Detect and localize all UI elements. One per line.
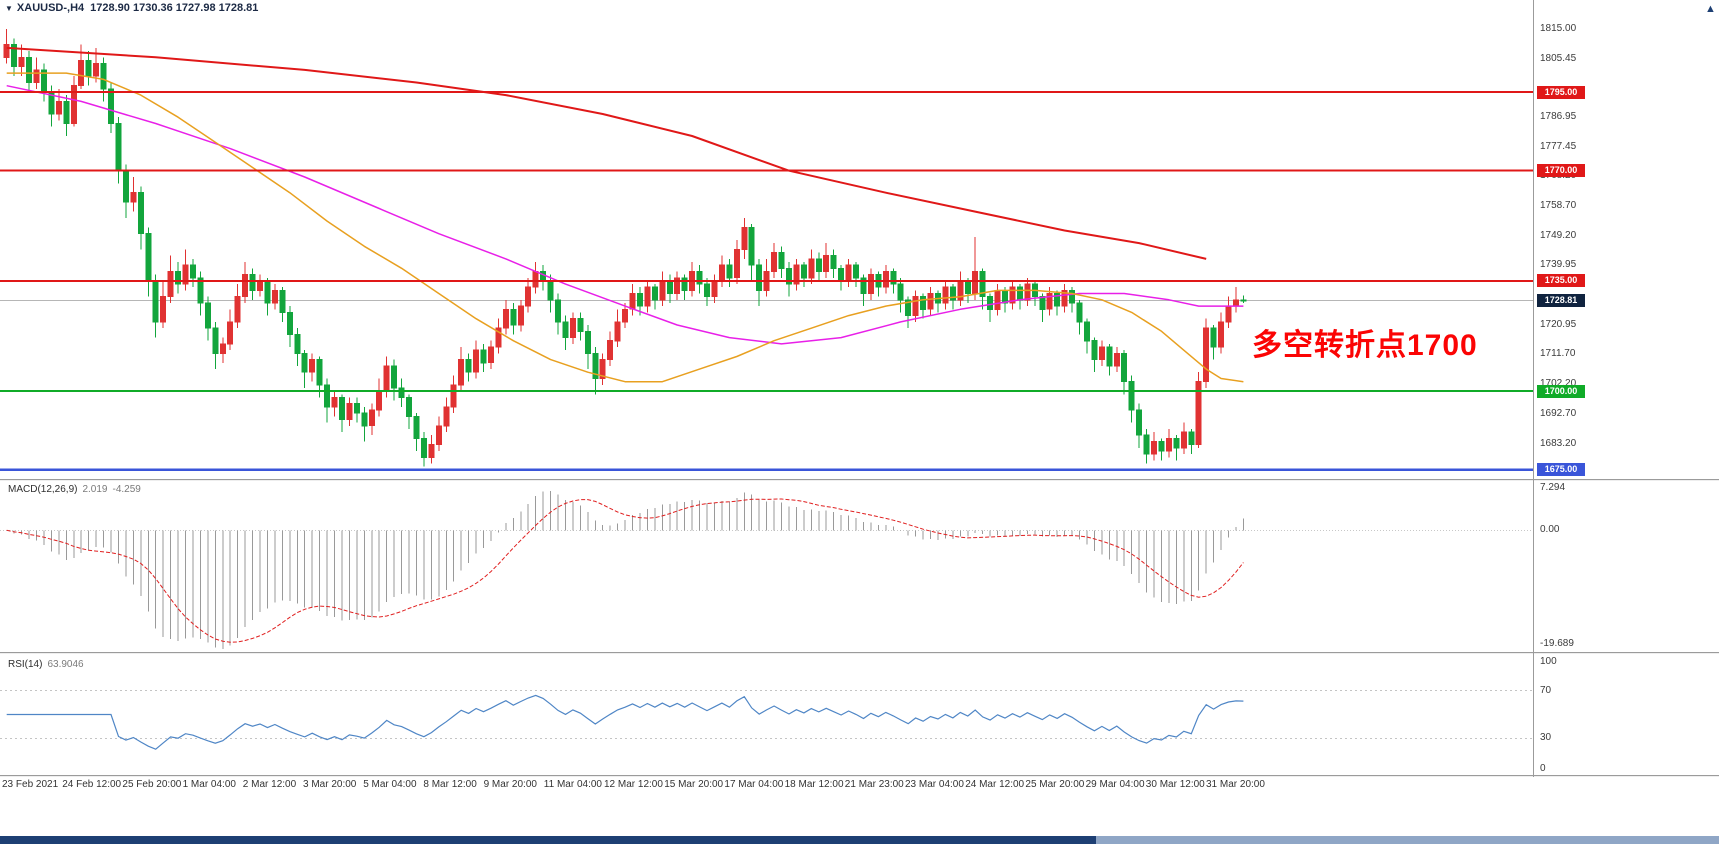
- rsi-axis-label: 0: [1540, 763, 1546, 774]
- time-axis-label: 25 Feb 20:00: [122, 779, 182, 790]
- time-axis-label: 24 Feb 12:00: [62, 779, 122, 790]
- scroll-to-end-icon[interactable]: ▲: [1705, 3, 1716, 15]
- rsi-indicator-canvas[interactable]: [0, 655, 1533, 774]
- time-axis-label: 18 Mar 12:00: [784, 779, 844, 790]
- time-axis-label: 24 Mar 12:00: [965, 779, 1025, 790]
- price-axis-label: 1683.20: [1540, 438, 1577, 449]
- time-axis-label: 9 Mar 20:00: [483, 779, 537, 790]
- axis-separator: [1533, 0, 1534, 777]
- price-axis-label: 1692.70: [1540, 408, 1577, 420]
- chart-title: ▼ XAUUSD-,H4 1728.90 1730.36 1727.98 1728.…: [5, 2, 258, 14]
- price-axis-label: 1805.45: [1540, 53, 1577, 64]
- current-price-tag: 1728.81: [1537, 293, 1585, 307]
- price-axis-label: 1739.95: [1540, 259, 1577, 271]
- rsi-value: 63.9046: [47, 659, 84, 670]
- symbol-timeframe-label: XAUUSD-,H4: [16, 2, 85, 14]
- macd-axis-label: 7.294: [1540, 482, 1566, 493]
- macd-indicator-canvas[interactable]: [0, 481, 1533, 652]
- rsi-name: RSI(14): [8, 659, 43, 670]
- rsi-axis-label: 100: [1540, 656, 1557, 667]
- hline-price-tag: 1770.00: [1537, 164, 1585, 178]
- hline-price-tag: 1675.00: [1537, 463, 1585, 477]
- horizontal-scrollbar[interactable]: [0, 836, 1719, 844]
- price-axis-label: 1720.95: [1540, 319, 1577, 331]
- time-axis-label: 3 Mar 20:00: [303, 779, 357, 790]
- time-axis-label: 21 Mar 23:00: [844, 779, 904, 790]
- time-axis-label: 5 Mar 04:00: [363, 779, 417, 790]
- time-axis-label: 25 Mar 20:00: [1025, 779, 1085, 790]
- price-axis-label: 1777.45: [1540, 141, 1577, 153]
- price-chart-canvas[interactable]: [0, 0, 1533, 479]
- macd-name: MACD(12,26,9): [8, 484, 78, 495]
- macd-main-value: 2.019: [82, 484, 108, 495]
- ohlc-values: 1728.90 1730.36 1727.98 1728.81: [90, 2, 259, 14]
- time-axis-label: 17 Mar 04:00: [724, 779, 784, 790]
- chart-menu-icon[interactable]: ▼: [5, 4, 13, 13]
- scrollbar-thumb[interactable]: [0, 836, 1096, 844]
- price-axis-label: 1711.70: [1540, 348, 1576, 360]
- time-axis-label: 15 Mar 20:00: [664, 779, 724, 790]
- time-axis-label: 1 Mar 04:00: [182, 779, 236, 790]
- time-axis-label: 12 Mar 12:00: [604, 779, 663, 790]
- rsi-indicator-label: RSI(14) 63.9046: [8, 659, 84, 670]
- time-axis-label: 31 Mar 20:00: [1206, 779, 1265, 790]
- price-axis-label: 1749.20: [1540, 230, 1577, 242]
- time-axis-label: 23 Feb 2021: [2, 779, 59, 790]
- time-axis-label: 30 Mar 12:00: [1145, 779, 1205, 790]
- hline-price-tag: 1795.00: [1537, 85, 1585, 99]
- price-axis-label: 1786.95: [1540, 111, 1577, 123]
- time-axis-label: 29 Mar 04:00: [1085, 779, 1145, 790]
- rsi-axis-label: 30: [1540, 732, 1552, 744]
- time-axis-label: 11 Mar 04:00: [543, 779, 602, 790]
- hline-price-tag: 1700.00: [1537, 384, 1585, 398]
- price-axis-label: 1702.20: [1540, 378, 1576, 389]
- macd-indicator-label: MACD(12,26,9) 2.019 -4.259: [8, 484, 141, 495]
- panel-separator: [0, 775, 1719, 777]
- price-axis-label: 1758.70: [1540, 200, 1577, 212]
- time-scale[interactable]: 23 Feb 2021 24 Feb 12:00 25 Feb 20:00 1 Mar…: [0, 779, 1533, 793]
- price-axis-label: 1815.00: [1540, 23, 1577, 34]
- panel-separator[interactable]: [0, 652, 1719, 654]
- time-axis-label: 8 Mar 12:00: [423, 779, 477, 790]
- hline-price-tag: 1735.00: [1537, 274, 1585, 288]
- macd-signal-value: -4.259: [112, 484, 141, 495]
- rsi-axis-label: 70: [1540, 684, 1552, 696]
- panel-separator[interactable]: [0, 479, 1719, 481]
- time-axis-label: 23 Mar 04:00: [905, 779, 964, 790]
- macd-axis-label: 0.00: [1540, 524, 1560, 536]
- time-axis-label: 2 Mar 12:00: [242, 779, 297, 790]
- price-scale[interactable]: 1815.001805.451786.951777.451768.201758.…: [1535, 0, 1719, 780]
- annotation-text[interactable]: 多空转折点1700: [1252, 329, 1478, 362]
- macd-axis-label: -19.689: [1540, 638, 1574, 650]
